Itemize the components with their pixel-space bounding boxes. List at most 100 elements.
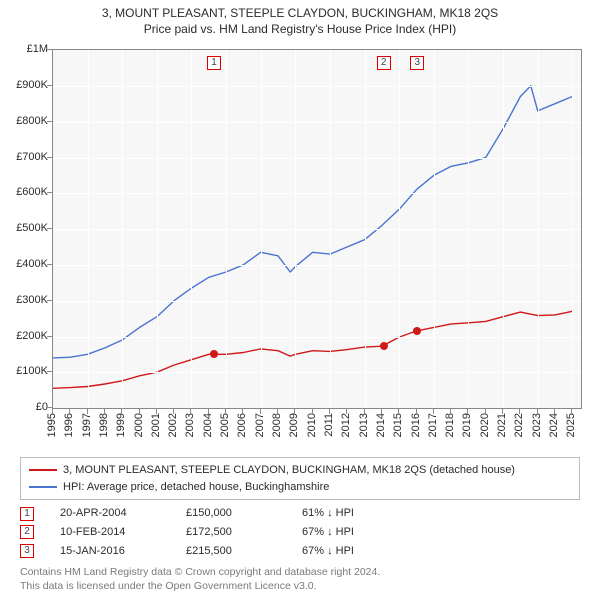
x-tick — [398, 409, 399, 414]
chart-title-subtitle: Price paid vs. HM Land Registry's House … — [0, 22, 600, 42]
x-axis-label: 2001 — [150, 413, 162, 437]
x-axis-label: 2010 — [306, 413, 318, 437]
x-tick — [416, 409, 417, 414]
legend-swatch — [29, 469, 57, 471]
gridline-v — [191, 50, 192, 408]
legend-label: 3, MOUNT PLEASANT, STEEPLE CLAYDON, BUCK… — [63, 462, 515, 479]
sales-row-price: £150,000 — [186, 504, 276, 523]
x-tick — [208, 409, 209, 414]
gridline-v — [468, 50, 469, 408]
gridline-v — [330, 50, 331, 408]
sales-row-hpi: 67% ↓ HPI — [302, 523, 392, 542]
sales-table: 1 20-APR-2004 £150,000 61% ↓ HPI 2 10-FEB-201… — [20, 504, 580, 560]
gridline-h — [53, 229, 581, 230]
x-tick — [156, 409, 157, 414]
x-tick — [485, 409, 486, 414]
legend-swatch — [29, 486, 57, 488]
plot-area: 123 — [52, 49, 582, 409]
x-axis-label: 2014 — [375, 413, 387, 437]
x-tick — [381, 409, 382, 414]
x-axis-label: 2006 — [236, 413, 248, 437]
x-axis-label: 2022 — [513, 413, 525, 437]
x-axis-label: 1998 — [98, 413, 110, 437]
x-tick — [260, 409, 261, 414]
x-tick — [87, 409, 88, 414]
y-axis-label: £700K — [4, 151, 48, 163]
sales-row-hpi: 61% ↓ HPI — [302, 504, 392, 523]
x-axis-label: 2025 — [565, 413, 577, 437]
chart-container: 3, MOUNT PLEASANT, STEEPLE CLAYDON, BUCK… — [0, 0, 600, 590]
sales-row: 315-JAN-2016£215,50067% ↓ HPI — [20, 542, 580, 561]
gridline-h — [53, 337, 581, 338]
sales-row-price: £215,500 — [186, 542, 276, 561]
x-axis-label: 1995 — [46, 413, 58, 437]
footnote-line1: Contains HM Land Registry data © Crown c… — [20, 566, 580, 580]
x-axis-label: 2003 — [184, 413, 196, 437]
legend-box: 3, MOUNT PLEASANT, STEEPLE CLAYDON, BUCK… — [20, 457, 580, 500]
chart-plot-region: 123 £0£100K£200K£300K£400K£500K£600K£700… — [0, 41, 600, 451]
y-axis-label: £500K — [4, 222, 48, 234]
x-tick — [329, 409, 330, 414]
y-axis-label: £600K — [4, 186, 48, 198]
legend-row: HPI: Average price, detached house, Buck… — [29, 479, 571, 496]
gridline-v — [434, 50, 435, 408]
gridline-v — [226, 50, 227, 408]
gridline-h — [53, 301, 581, 302]
y-tick — [47, 157, 52, 158]
sales-row-marker: 2 — [20, 525, 34, 539]
y-tick — [47, 85, 52, 86]
x-axis-label: 2005 — [219, 413, 231, 437]
gridline-v — [538, 50, 539, 408]
x-axis-label: 2008 — [271, 413, 283, 437]
sales-row-date: 15-JAN-2016 — [60, 542, 160, 561]
gridline-v — [122, 50, 123, 408]
x-axis-label: 2007 — [254, 413, 266, 437]
x-tick — [294, 409, 295, 414]
x-tick — [519, 409, 520, 414]
x-axis-label: 2019 — [461, 413, 473, 437]
series-price_paid — [53, 311, 572, 388]
x-axis-label: 2015 — [392, 413, 404, 437]
x-tick — [346, 409, 347, 414]
y-tick — [47, 300, 52, 301]
gridline-v — [365, 50, 366, 408]
x-tick — [52, 409, 53, 414]
sale-dot — [413, 327, 421, 335]
x-axis-label: 1996 — [63, 413, 75, 437]
x-axis-label: 2002 — [167, 413, 179, 437]
gridline-h — [53, 158, 581, 159]
x-tick — [225, 409, 226, 414]
gridline-h — [53, 122, 581, 123]
sales-row-marker: 1 — [20, 507, 34, 521]
legend-label: HPI: Average price, detached house, Buck… — [63, 479, 329, 496]
sales-row-date: 10-FEB-2014 — [60, 523, 160, 542]
x-axis-label: 2012 — [340, 413, 352, 437]
gridline-h — [53, 372, 581, 373]
series-hpi — [53, 86, 572, 358]
y-axis-label: £800K — [4, 115, 48, 127]
gridline-v — [88, 50, 89, 408]
y-tick — [47, 371, 52, 372]
footnote: Contains HM Land Registry data © Crown c… — [20, 566, 580, 593]
y-tick — [47, 407, 52, 408]
y-tick — [47, 264, 52, 265]
x-tick — [571, 409, 572, 414]
x-tick — [537, 409, 538, 414]
x-axis-label: 2021 — [496, 413, 508, 437]
sales-row: 1 20-APR-2004 £150,000 61% ↓ HPI — [20, 504, 580, 523]
x-tick — [69, 409, 70, 414]
sales-row-date: 20-APR-2004 — [60, 504, 160, 523]
sale-marker-box: 3 — [410, 56, 424, 70]
x-axis-label: 2023 — [531, 413, 543, 437]
x-tick — [173, 409, 174, 414]
x-tick — [190, 409, 191, 414]
footnote-line2: This data is licensed under the Open Gov… — [20, 580, 580, 594]
sale-dot — [210, 350, 218, 358]
y-axis-label: £1M — [4, 43, 48, 55]
sales-row-marker: 3 — [20, 544, 34, 558]
x-axis-label: 2009 — [288, 413, 300, 437]
sale-marker-box: 2 — [377, 56, 391, 70]
x-tick — [242, 409, 243, 414]
legend-row: 3, MOUNT PLEASANT, STEEPLE CLAYDON, BUCK… — [29, 462, 571, 479]
x-tick — [467, 409, 468, 414]
